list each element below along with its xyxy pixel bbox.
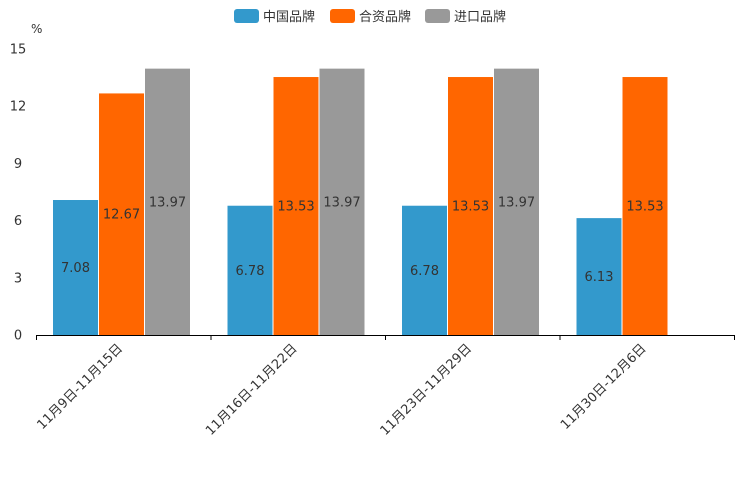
legend-label-3[interactable]: 进口品牌 (454, 9, 506, 25)
bars: 7.08 12.67 13.97 6.78 13.53 13.97 6.78 13.53 13.… (53, 68, 668, 336)
data-label: 13.53 (452, 200, 489, 215)
bar-1-2[interactable] (227, 205, 273, 335)
y-tick-label: 9 (14, 157, 22, 172)
data-label: 12.67 (103, 208, 140, 223)
legend-swatch-1[interactable] (234, 9, 259, 23)
data-label: 13.97 (323, 195, 360, 210)
x-tick-label: 11月9日-11月15日 (34, 341, 126, 433)
x-axis: 11月9日-11月15日 11月16日-11月22日 11月23日-11月29日 11… (34, 335, 735, 439)
data-label: 13.97 (149, 195, 186, 210)
legend-swatch-3[interactable] (425, 9, 450, 23)
bar-3-2[interactable] (319, 68, 365, 335)
data-label: 13.53 (626, 200, 663, 215)
bar-3-1[interactable] (145, 68, 190, 335)
x-tick-label: 11月23日-11月29日 (378, 341, 475, 438)
bar-1-4[interactable] (576, 218, 622, 335)
bar-1-1[interactable] (53, 200, 98, 335)
y-axis-unit-label: % (31, 22, 42, 36)
bar-3-3[interactable] (494, 68, 539, 335)
data-label: 6.78 (236, 264, 265, 279)
bar-2-3[interactable] (448, 77, 493, 335)
bar-1-3[interactable] (402, 205, 447, 335)
data-label: 6.13 (585, 270, 614, 285)
data-label: 6.78 (410, 264, 439, 279)
legend-label-1[interactable]: 中国品牌 (263, 9, 315, 25)
y-tick-label: 3 (14, 271, 22, 286)
data-label: 7.08 (61, 261, 90, 276)
y-tick-label: 15 (10, 43, 27, 58)
y-axis: 0 3 6 9 12 15 (10, 43, 27, 344)
bar-2-2[interactable] (273, 77, 319, 335)
legend-swatch-2[interactable] (330, 9, 355, 23)
bar-2-1[interactable] (99, 93, 144, 336)
bar-2-4[interactable] (622, 77, 668, 335)
y-tick-label: 0 (14, 329, 22, 344)
data-label: 13.97 (498, 195, 535, 210)
x-tick-label: 11月30日-12月6日 (558, 341, 650, 433)
data-label: 13.53 (277, 200, 314, 215)
y-tick-label: 12 (10, 100, 27, 115)
y-tick-label: 6 (14, 214, 22, 229)
legend-label-2[interactable]: 合资品牌 (359, 9, 411, 25)
legend: 中国品牌 合资品牌 进口品牌 (234, 9, 506, 25)
x-tick-label: 11月16日-11月22日 (203, 341, 300, 438)
